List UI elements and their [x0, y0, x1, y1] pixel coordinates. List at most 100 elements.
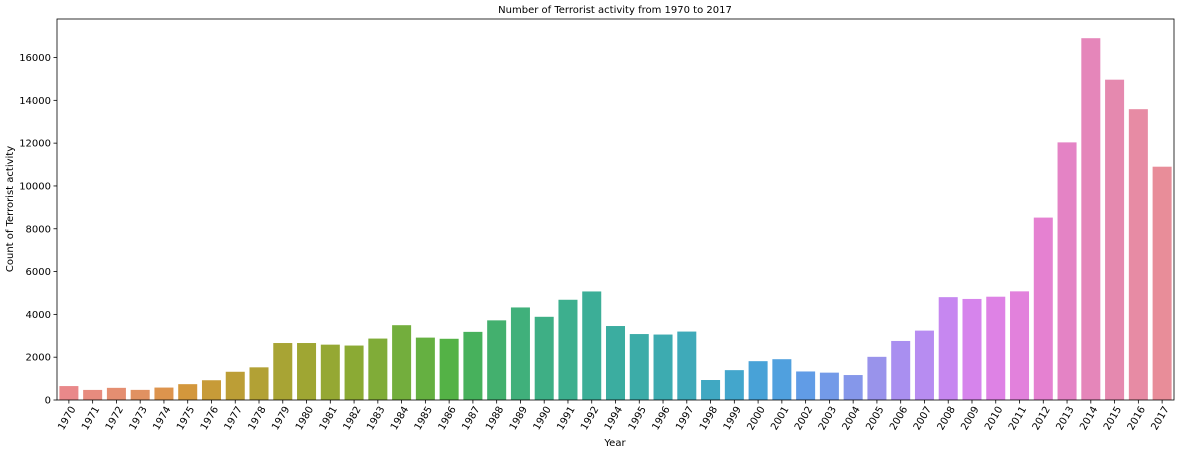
y-axis: 0 2000 4000 6000 8000 10000 12000 14000 16000 — [19, 53, 57, 407]
bar-2011 — [1010, 291, 1030, 400]
bar-2000 — [748, 361, 768, 400]
x-tick-label: 2012 — [1031, 405, 1053, 433]
bar-1986 — [439, 338, 459, 400]
bar-2013 — [1057, 142, 1077, 401]
x-axis-label: Year — [603, 438, 626, 449]
bar-2010 — [986, 296, 1006, 400]
bar-1995 — [629, 334, 649, 400]
x-tick-label: 2017 — [1149, 405, 1171, 433]
x-tick-label: 1999 — [722, 405, 744, 433]
bar-1970 — [59, 386, 79, 400]
bar-1979 — [273, 343, 293, 400]
bar-2003 — [819, 372, 839, 400]
x-tick-label: 2013 — [1054, 405, 1076, 433]
bar-1996 — [653, 334, 673, 400]
x-tick-label: 1971 — [80, 405, 102, 433]
y-tick-label: 8000 — [26, 224, 51, 235]
y-tick-label: 2000 — [26, 353, 51, 364]
bar-1990 — [534, 316, 554, 400]
bar-1985 — [415, 337, 435, 400]
y-tick-label: 4000 — [26, 310, 51, 321]
x-tick-label: 1982 — [341, 405, 363, 433]
bar-1971 — [83, 389, 103, 400]
bar-2004 — [843, 375, 863, 400]
x-tick-label: 1972 — [104, 405, 126, 433]
bar-1983 — [368, 338, 388, 400]
x-tick-label: 2014 — [1078, 405, 1100, 433]
bar-1982 — [344, 345, 364, 400]
bar-1977 — [225, 371, 245, 400]
bar-1987 — [463, 331, 483, 400]
x-tick-label: 1976 — [199, 405, 221, 433]
bar-2014 — [1081, 38, 1101, 401]
x-tick-label: 2011 — [1007, 405, 1029, 433]
x-tick-label: 2006 — [888, 405, 910, 433]
bar-1973 — [130, 389, 150, 400]
x-tick-label: 1987 — [460, 405, 482, 433]
y-tick-label: 10000 — [19, 181, 51, 192]
bar-2007 — [914, 330, 934, 400]
bar-1992 — [582, 291, 602, 400]
bar-1999 — [724, 370, 744, 400]
y-tick-label: 14000 — [19, 96, 51, 107]
bar-2005 — [867, 356, 887, 400]
x-tick-label: 2010 — [983, 405, 1005, 433]
bar-1978 — [249, 367, 269, 400]
y-tick-label: 12000 — [19, 139, 51, 150]
bar-2001 — [772, 359, 792, 400]
bar-1976 — [201, 380, 221, 400]
bar-1980 — [297, 343, 317, 400]
bar-2006 — [891, 340, 911, 400]
bar-1997 — [677, 331, 697, 400]
plot-frame — [56, 18, 1175, 401]
x-tick-label: 1977 — [223, 405, 245, 433]
x-tick-label: 1996 — [650, 405, 672, 433]
x-tick-label: 1984 — [389, 405, 411, 433]
x-tick-label: 2016 — [1126, 405, 1148, 433]
x-tick-label: 2015 — [1102, 405, 1124, 433]
chart-title: Number of Terrorist activity from 1970 t… — [498, 5, 732, 16]
x-tick-label: 1979 — [270, 405, 292, 433]
x-tick-label: 1997 — [674, 405, 696, 433]
x-tick-label: 1983 — [365, 405, 387, 433]
x-tick-label: 2009 — [959, 405, 981, 433]
bar-1988 — [487, 320, 507, 400]
bar-2008 — [938, 297, 958, 400]
bar-2015 — [1105, 79, 1125, 401]
x-tick-label: 2005 — [864, 405, 886, 433]
bar-1989 — [510, 307, 530, 400]
bars — [59, 38, 1172, 401]
x-tick-label: 1988 — [484, 405, 506, 433]
x-tick-label: 1990 — [532, 405, 554, 433]
bar-2009 — [962, 298, 982, 400]
x-tick-label: 1989 — [508, 405, 530, 433]
x-tick-label: 1994 — [603, 405, 625, 433]
y-tick-label: 6000 — [26, 267, 51, 278]
x-tick-label: 1986 — [437, 405, 459, 433]
bar-1998 — [701, 380, 721, 400]
x-tick-label: 1992 — [579, 405, 601, 433]
x-tick-label: 1980 — [294, 405, 316, 433]
x-tick-label: 1978 — [246, 405, 268, 433]
x-tick-label: 1995 — [627, 405, 649, 433]
x-tick-label: 1975 — [175, 405, 197, 433]
y-tick-label: 0 — [45, 396, 51, 407]
x-tick-label: 2003 — [817, 405, 839, 433]
x-tick-label: 1973 — [128, 405, 150, 433]
bar-1972 — [106, 387, 126, 400]
x-tick-label: 2008 — [936, 405, 958, 433]
bar-2002 — [796, 371, 816, 400]
y-tick-label: 16000 — [19, 53, 51, 64]
bar-2017 — [1152, 166, 1172, 400]
bar-1974 — [154, 387, 174, 400]
x-axis: 1970 1971 1972 1973 1974 1975 1976 1977 1978 1979… — [56, 400, 1172, 433]
bar-1975 — [178, 384, 198, 400]
bar-1981 — [320, 344, 340, 400]
x-tick-label: 2007 — [912, 405, 934, 433]
x-tick-label: 2004 — [841, 405, 863, 433]
x-tick-label: 1974 — [151, 405, 173, 433]
x-tick-label: 2001 — [769, 405, 791, 433]
bar-1994 — [605, 326, 626, 400]
